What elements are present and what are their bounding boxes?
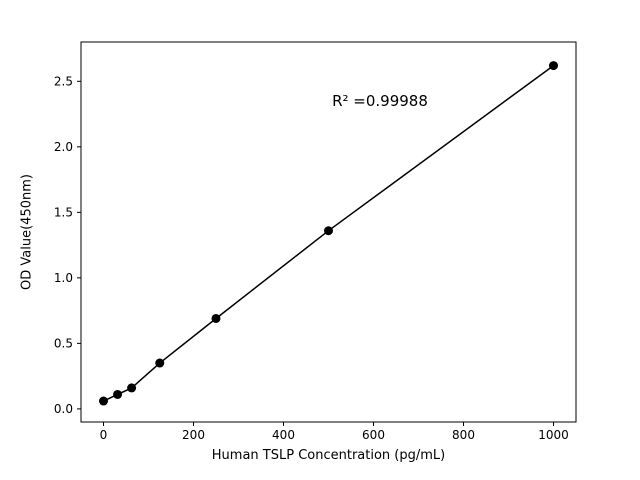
data-point <box>99 396 108 406</box>
y-tick-label: 0.0 <box>54 402 73 416</box>
data-point <box>324 226 333 236</box>
x-tick-label: 1000 <box>538 428 569 442</box>
y-tick-label: 2.0 <box>54 140 73 154</box>
x-tick-label: 0 <box>100 428 108 442</box>
y-axis-label: OD Value(450nm) <box>19 174 35 290</box>
data-point <box>211 313 221 323</box>
data-point <box>127 383 137 393</box>
x-tick-label: 400 <box>272 428 295 442</box>
x-tick-label: 800 <box>452 428 475 442</box>
y-tick-label: 2.5 <box>54 74 73 88</box>
x-axis-label: Human TSLP Concentration (pg/mL) <box>211 448 446 463</box>
data-point <box>549 61 558 71</box>
data-point <box>155 358 165 368</box>
data-point <box>113 389 123 399</box>
x-tick-label: 600 <box>362 428 385 442</box>
y-tick-label: 1.0 <box>54 271 73 285</box>
x-tick-label: 200 <box>182 428 205 442</box>
axes-frame <box>80 41 577 423</box>
y-tick-label: 1.5 <box>54 205 73 219</box>
y-tick-label: 0.5 <box>54 336 73 350</box>
r-squared-annotation: R² =0.99988 <box>332 92 428 110</box>
